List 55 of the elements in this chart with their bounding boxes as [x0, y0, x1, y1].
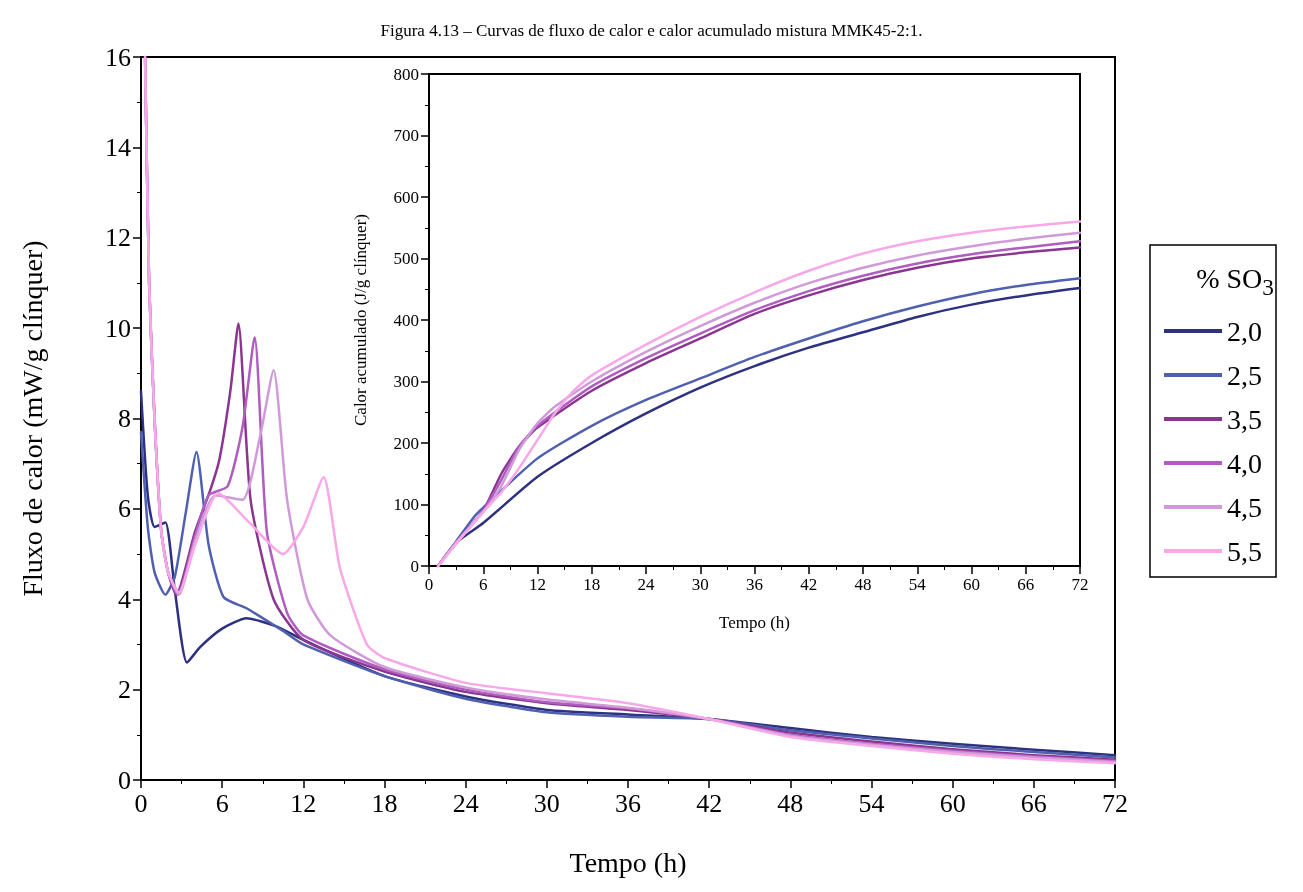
x-tick-label: 48 — [854, 575, 872, 594]
legend-label: 3,5 — [1227, 403, 1262, 435]
y-tick-label: 500 — [393, 249, 419, 268]
x-tick-label: 36 — [615, 788, 641, 818]
x-tick-label: 36 — [746, 575, 763, 594]
x-axis-title: Tempo (h) — [569, 846, 687, 878]
legend-label: 2,5 — [1227, 359, 1262, 391]
x-tick-label: 42 — [800, 575, 818, 594]
x-tick-label: 66 — [1017, 575, 1035, 594]
x-tick-label: 48 — [777, 788, 804, 818]
y-tick-label: 800 — [393, 64, 419, 84]
y-tick-label: 600 — [393, 187, 419, 207]
legend-label: 4,5 — [1227, 491, 1262, 523]
x-tick-label: 72 — [1102, 788, 1128, 818]
x-tick-label: 0 — [424, 575, 434, 594]
y-tick-label: 4 — [118, 584, 131, 614]
y-tick-label: 6 — [118, 494, 131, 524]
x-tick-label: 18 — [583, 575, 601, 594]
y-tick-label: 200 — [393, 433, 419, 453]
x-tick-label: 54 — [858, 788, 885, 818]
x-tick-label: 60 — [939, 788, 966, 818]
y-tick-label: 8 — [118, 404, 131, 433]
x-tick-label: 6 — [479, 575, 488, 594]
y-tick-label: 16 — [105, 42, 131, 72]
x-tick-label: 12 — [290, 788, 317, 818]
y-tick-label: 300 — [393, 372, 419, 391]
legend-label: 4,0 — [1227, 447, 1262, 479]
x-tick-label: 66 — [1020, 788, 1047, 818]
legend-title: % SO$_{3}$ — [1195, 262, 1274, 302]
x-axis-title: Tempo (h) — [718, 612, 791, 632]
y-tick-label: 100 — [393, 495, 419, 514]
y-tick-label: 10 — [105, 313, 131, 343]
x-tick-label: 72 — [1071, 575, 1089, 594]
x-tick-label: 24 — [637, 575, 655, 594]
y-tick-label: 12 — [105, 223, 131, 253]
x-tick-label: 18 — [371, 788, 398, 818]
x-tick-label: 42 — [696, 788, 723, 818]
x-tick-label: 54 — [908, 575, 927, 594]
y-tick-label: 700 — [393, 126, 419, 145]
y-tick-label: 0 — [410, 556, 419, 576]
y-tick-label: 400 — [393, 310, 419, 330]
legend-label: 5,5 — [1227, 535, 1262, 567]
x-tick-label: 30 — [533, 788, 560, 818]
y-axis-title: Fluxo de calor (mW/g clínquer) — [16, 240, 48, 597]
x-tick-label: 24 — [452, 788, 479, 818]
x-tick-label: 60 — [963, 575, 980, 594]
chart-title: Figura 4.13 – Curvas de fluxo de calor e calor acumulado mistura MMK45-2:1. — [380, 21, 923, 40]
y-tick-label: 14 — [105, 132, 131, 162]
x-tick-label: 6 — [215, 788, 229, 818]
y-axis-title: Calor acumulado (J/g clínquer) — [350, 214, 370, 426]
y-tick-label: 2 — [118, 675, 131, 705]
x-tick-label: 12 — [529, 575, 546, 594]
x-tick-label: 30 — [691, 575, 709, 594]
legend-label: 2,0 — [1227, 315, 1262, 347]
y-tick-label: 0 — [118, 765, 131, 795]
